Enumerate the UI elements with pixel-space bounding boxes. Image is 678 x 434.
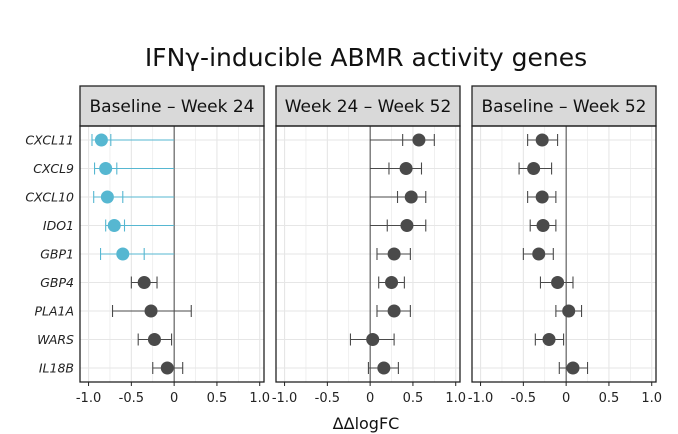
x-tick-label: 0: [562, 391, 570, 406]
gene-label: CXCL9: [33, 161, 74, 176]
panel-strip: [275, 85, 461, 127]
gene-labels: CXCL11 CXCL9 CXCL10 IDO1 GBP1 GBP4 PLA1A WARS IL…: [25, 133, 74, 376]
estimate-point: [366, 333, 380, 346]
estimate-point: [116, 247, 130, 261]
panel-strip: [79, 85, 265, 127]
gene-label: IL18B: [39, 361, 74, 376]
gene-label: IDO1: [43, 218, 74, 233]
panel-strip-label: Week 24 – Week 52: [285, 97, 452, 117]
gene-label: GBP1: [40, 247, 74, 262]
x-tick-label: 0: [366, 391, 374, 406]
x-tick-label: 1.0: [445, 391, 466, 406]
estimate-point: [536, 219, 550, 232]
estimate-point: [535, 133, 549, 147]
estimate-point: [532, 247, 546, 261]
estimate-point: [147, 333, 161, 346]
x-tick-label: -0.5: [511, 391, 536, 406]
panel: Baseline – Week 24 -1.0 -0.5 0 0.5 1.0: [76, 85, 270, 406]
x-tick-label: -1.0: [272, 391, 297, 406]
estimate-point: [94, 133, 108, 147]
x-tick-label: 1.0: [249, 391, 270, 406]
x-tick-label: 1.0: [641, 391, 662, 406]
estimate-point: [527, 162, 541, 175]
estimate-point: [100, 190, 114, 204]
panel: Baseline – Week 52 -1.0 -0.5 0 0.5 1.0: [468, 85, 662, 406]
panel-strip-label: Baseline – Week 24: [90, 97, 255, 117]
estimate-point: [412, 133, 426, 147]
estimate-point: [404, 190, 418, 204]
estimate-point: [400, 219, 414, 232]
estimate-point: [107, 219, 121, 232]
estimate-point: [377, 361, 391, 375]
x-tick-label: -1.0: [468, 391, 493, 406]
estimate-point: [99, 162, 113, 175]
estimate-point: [562, 304, 576, 318]
x-tick-label: -1.0: [76, 391, 101, 406]
estimate-point: [160, 361, 174, 375]
estimate-point: [542, 333, 556, 346]
panel: Week 24 – Week 52 -1.0 -0.5 0 0.5 1.0: [272, 85, 466, 406]
estimate-point: [535, 190, 549, 204]
panel-strip: [471, 85, 657, 127]
estimate-point: [385, 276, 399, 289]
gene-label: CXCL11: [25, 133, 74, 148]
x-tick-label: 0: [170, 391, 178, 406]
panel-strip-label: Baseline – Week 52: [482, 97, 647, 117]
estimate-point: [399, 162, 413, 175]
x-tick-label: 0.5: [403, 391, 424, 406]
gene-label: GBP4: [40, 275, 74, 290]
estimate-point: [387, 304, 401, 318]
estimate-point: [551, 276, 565, 289]
panel-border: [275, 125, 461, 383]
x-tick-label: 0.5: [207, 391, 228, 406]
x-axis-label: ΔΔlogFC: [333, 414, 400, 433]
gene-label: PLA1A: [34, 304, 74, 319]
x-tick-label: 0.5: [599, 391, 620, 406]
chart-title: IFNγ-inducible ABMR activity genes: [145, 43, 587, 72]
x-tick-label: -0.5: [315, 391, 340, 406]
estimate-point: [387, 247, 401, 261]
estimate-point: [566, 361, 580, 375]
gene-label: WARS: [37, 332, 74, 347]
gene-label: CXCL10: [25, 190, 74, 205]
x-tick-label: -0.5: [119, 391, 144, 406]
panel-border: [471, 125, 657, 383]
estimate-point: [144, 304, 158, 318]
estimate-point: [137, 276, 151, 289]
panel-border: [79, 125, 265, 383]
